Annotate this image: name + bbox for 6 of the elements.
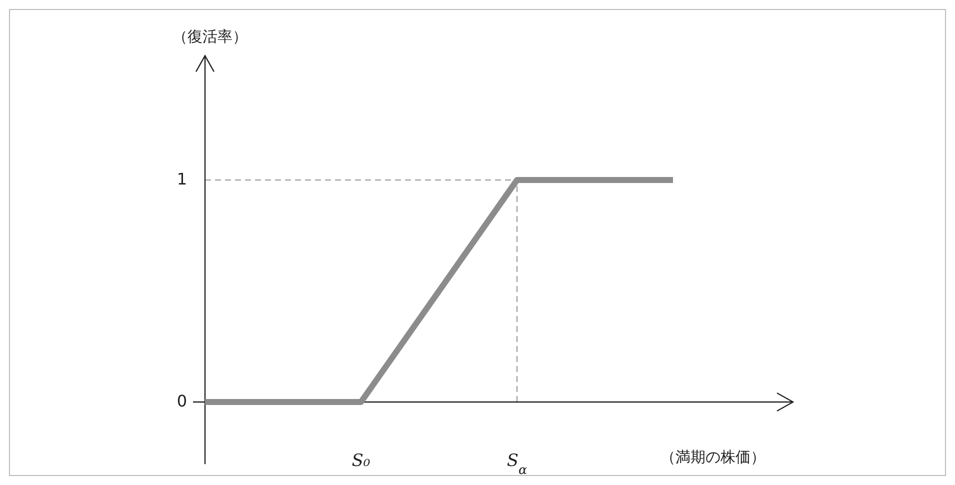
x-tick-label: S₀ <box>352 451 370 471</box>
y-tick-label: 1 <box>176 169 187 188</box>
y-tick-label: 0 <box>176 391 187 410</box>
x-tick-label: S$_{α}$ <box>506 451 528 478</box>
x-axis-title: （満期の株価） <box>660 448 766 466</box>
y-axis-title: （復活率） <box>172 28 248 46</box>
